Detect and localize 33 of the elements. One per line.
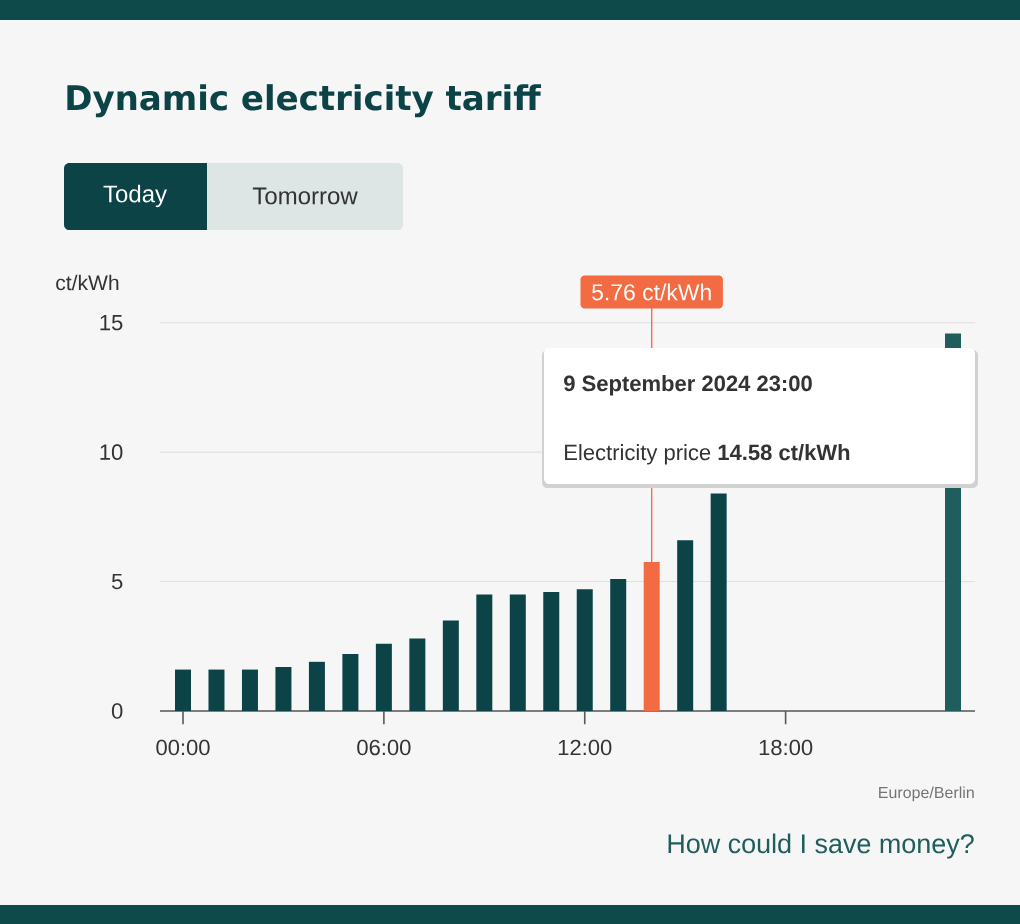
bar [175, 669, 191, 711]
bar [342, 654, 359, 711]
annotation: Electricity price 14.58 ct/kWh [565, 444, 850, 465]
bar [409, 638, 426, 711]
text: Tomorrow [252, 187, 358, 205]
x-tick-label: 06:00 [357, 739, 411, 756]
bar [509, 594, 526, 711]
y-tick-label: 0 [111, 703, 123, 719]
bar [375, 643, 392, 711]
y-tick-label: 5 [111, 573, 123, 590]
bar [710, 493, 727, 711]
x-tick-label: 00:00 [156, 739, 210, 756]
chart-title: Dynamic electricity tariff [67, 84, 542, 118]
y-axis-title: ct/kWh [56, 274, 119, 291]
bar [543, 591, 560, 711]
bar [208, 669, 225, 711]
annotation: 5.76 ct/kWh [592, 283, 711, 301]
text: Europe/Berlin [879, 786, 974, 802]
x-tick-label: 18:00 [759, 739, 813, 756]
bar [308, 661, 325, 711]
bar [241, 669, 258, 711]
bar [476, 594, 493, 711]
bar [275, 666, 292, 711]
text: How could I save money? [668, 833, 974, 859]
bar [610, 578, 627, 711]
bar [442, 620, 459, 711]
text: Today [103, 184, 167, 208]
y-tick-label: 15 [100, 315, 123, 331]
bar [677, 540, 694, 711]
bar [576, 589, 593, 711]
x-tick-label: 12:00 [558, 739, 612, 756]
annotation: 9 September 2024 23:00 [564, 375, 812, 396]
y-tick-label: 10 [100, 444, 123, 460]
